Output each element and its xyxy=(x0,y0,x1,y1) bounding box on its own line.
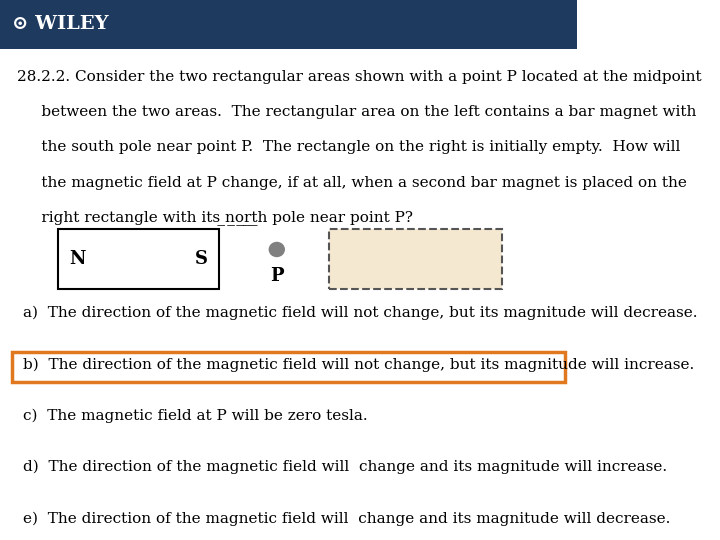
Text: the south pole near point P.  The rectangle on the right is initially empty.  Ho: the south pole near point P. The rectang… xyxy=(17,140,680,154)
Bar xyxy=(329,230,502,289)
Text: e)  The direction of the magnetic field will  change and its magnitude will decr: e) The direction of the magnetic field w… xyxy=(23,511,670,525)
Text: a)  The direction of the magnetic field will not change, but its magnitude will : a) The direction of the magnetic field w… xyxy=(23,306,698,320)
Circle shape xyxy=(269,242,284,256)
Text: N: N xyxy=(69,250,86,268)
Text: d)  The direction of the magnetic field will  change and its magnitude will incr: d) The direction of the magnetic field w… xyxy=(23,460,667,474)
Text: P: P xyxy=(270,267,284,285)
Text: c)  The magnetic field at P will be zero tesla.: c) The magnetic field at P will be zero … xyxy=(23,409,368,423)
Text: the magnetic field at P change, if at all, when a second bar magnet is placed on: the magnetic field at P change, if at al… xyxy=(17,176,687,190)
Text: b)  The direction of the magnetic field will not change, but its magnitude will : b) The direction of the magnetic field w… xyxy=(23,357,694,372)
Text: between the two areas.  The rectangular area on the left contains a bar magnet w: between the two areas. The rectangular a… xyxy=(17,105,697,119)
FancyBboxPatch shape xyxy=(12,352,565,382)
Text: right rectangle with its ̲n̲o̲r̲t̲h pole near point P?: right rectangle with its ̲n̲o̲r̲t̲h pole… xyxy=(17,211,413,226)
Text: 28.2.2. Consider the two rectangular areas shown with a point P located at the m: 28.2.2. Consider the two rectangular are… xyxy=(17,70,702,84)
Text: ⊙ WILEY: ⊙ WILEY xyxy=(12,15,108,33)
FancyBboxPatch shape xyxy=(0,0,577,49)
Text: S: S xyxy=(194,250,207,268)
Bar xyxy=(58,230,219,289)
